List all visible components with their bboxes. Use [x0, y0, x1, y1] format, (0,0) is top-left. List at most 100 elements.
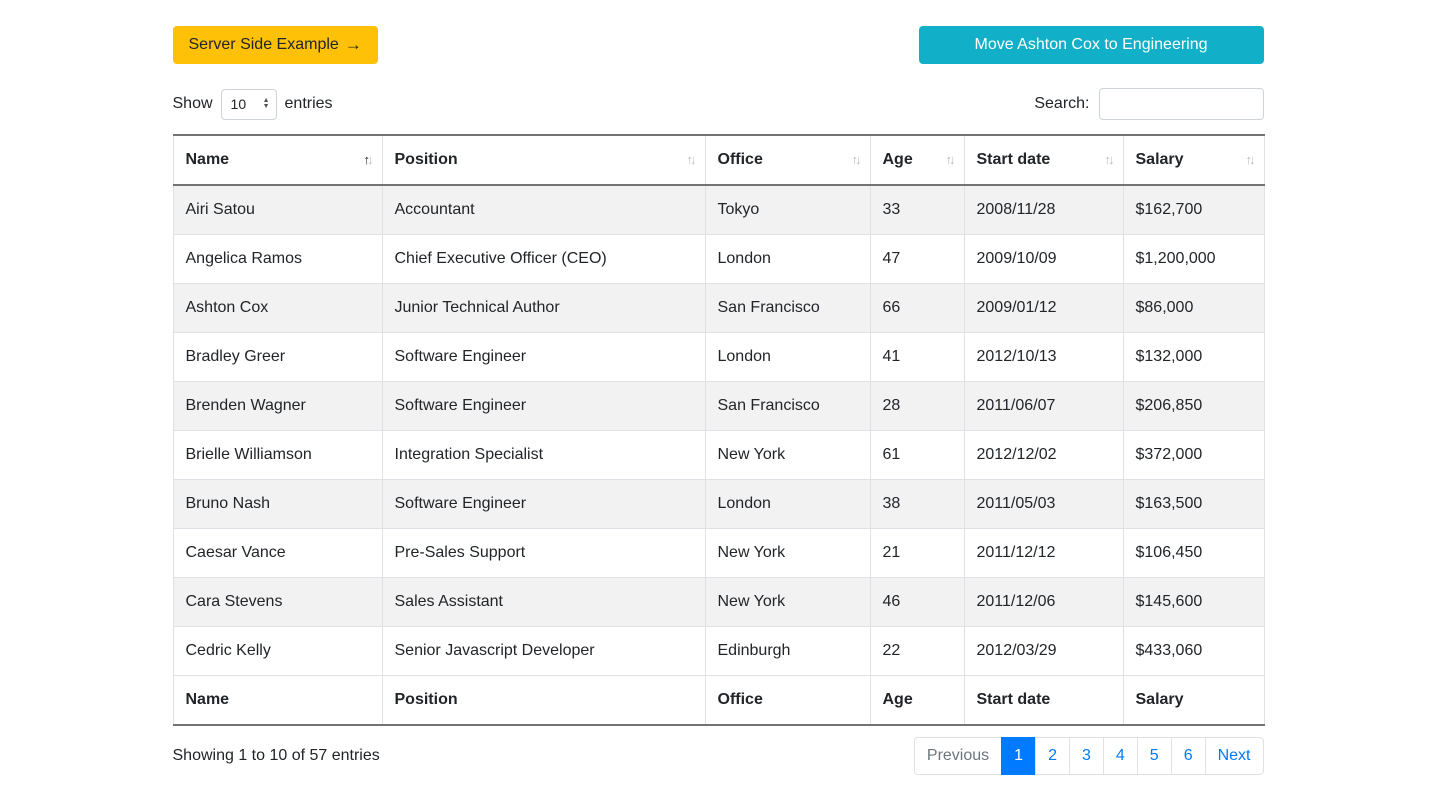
table-cell: Chief Executive Officer (CEO) [381, 234, 706, 284]
footer-column-header-salary: Salary [1122, 675, 1265, 726]
sort-icon: ↑↓ [945, 152, 956, 167]
table-cell: $206,850 [1122, 381, 1265, 431]
page-item: 4 [1102, 737, 1138, 775]
pagination-next[interactable]: Next [1204, 737, 1264, 775]
table-row: Angelica Ramos Chief Executive Officer (C… [172, 234, 1265, 284]
table-row: Bruno Nash Software Engineer London 38 2011/… [172, 479, 1265, 529]
table-cell: 21 [869, 528, 965, 578]
sort-icon: ↑↓ [363, 152, 374, 167]
table-cell: Software Engineer [381, 332, 706, 382]
table-footer-row: Name Position Office Age Start date Salary [172, 675, 1265, 726]
table-cell: 2011/06/07 [963, 381, 1124, 431]
table-cell: Caesar Vance [172, 528, 383, 578]
pagination-page-5[interactable]: 5 [1136, 737, 1172, 775]
table-cell: 2011/12/06 [963, 577, 1124, 627]
entries-length-control: Show 10 ▲ ▼ entries [173, 88, 333, 120]
entries-select-wrap: 10 ▲ ▼ [220, 88, 277, 120]
column-header-name[interactable]: Name ↑↓ [172, 134, 383, 186]
column-header-office[interactable]: Office ↑↓ [704, 134, 871, 186]
table-cell: 2009/01/12 [963, 283, 1124, 333]
column-header-label: Office [717, 151, 763, 168]
toolbar: Server Side Example → Move Ashton Cox to… [172, 26, 1264, 64]
table-cell: Tokyo [704, 185, 871, 235]
table-cell: 2009/10/09 [963, 234, 1124, 284]
column-header-age[interactable]: Age ↑↓ [869, 134, 965, 186]
table-row: Bradley Greer Software Engineer London 41 20… [172, 332, 1265, 382]
page-item: Next [1204, 737, 1264, 775]
table-cell: 2012/03/29 [963, 626, 1124, 676]
sort-icon: ↑↓ [1245, 152, 1256, 167]
table-row: Caesar Vance Pre-Sales Support New York 21 2… [172, 528, 1265, 578]
table-cell: Software Engineer [381, 479, 706, 529]
pagination: Previous 1 2 3 4 5 6 Next [913, 737, 1264, 775]
table-cell: $86,000 [1122, 283, 1265, 333]
table-cell: Accountant [381, 185, 706, 235]
pagination-page-1[interactable]: 1 [1001, 737, 1037, 775]
table-row: Cara Stevens Sales Assistant New York 46 201… [172, 577, 1265, 627]
table-cell: San Francisco [704, 283, 871, 333]
page-item: 3 [1068, 737, 1104, 775]
column-header-salary[interactable]: Salary ↑↓ [1122, 134, 1265, 186]
pagination-page-3[interactable]: 3 [1068, 737, 1104, 775]
table-info: Showing 1 to 10 of 57 entries [172, 747, 380, 764]
column-header-start-date[interactable]: Start date ↑↓ [963, 134, 1124, 186]
search-control: Search: [1034, 88, 1264, 120]
page-item: 5 [1136, 737, 1172, 775]
search-label: Search: [1034, 95, 1090, 112]
table-cell: New York [704, 528, 871, 578]
table-cell: Senior Javascript Developer [381, 626, 706, 676]
table-cell: $433,060 [1122, 626, 1265, 676]
pagination-page-4[interactable]: 4 [1102, 737, 1138, 775]
page-container: Server Side Example → Move Ashton Cox to… [172, 26, 1265, 793]
footer-column-header-age: Age [869, 675, 965, 726]
pagination-page-2[interactable]: 2 [1035, 737, 1070, 775]
table-cell: Sales Assistant [381, 577, 706, 627]
table-foot: Name Position Office Age Start date Salary [172, 675, 1265, 726]
server-side-example-button[interactable]: Server Side Example → [172, 26, 378, 64]
entries-select[interactable]: 10 [220, 88, 277, 120]
table-cell: Software Engineer [381, 381, 706, 431]
table-cell: New York [704, 577, 871, 627]
table-cell: Brielle Williamson [172, 430, 383, 480]
table-controls: Show 10 ▲ ▼ entries Search: [173, 88, 1264, 120]
table-cell: 2008/11/28 [963, 185, 1124, 235]
table-cell: 2012/12/02 [963, 430, 1124, 480]
table-cell: $162,700 [1122, 185, 1265, 235]
page-item: Previous [913, 737, 1003, 775]
pagination-previous[interactable]: Previous [913, 737, 1003, 775]
search-input[interactable] [1098, 88, 1264, 120]
table-cell: Junior Technical Author [381, 283, 706, 333]
table-cell: 66 [869, 283, 965, 333]
sort-icon: ↑↓ [686, 152, 697, 167]
sort-icon: ↑↓ [851, 152, 862, 167]
table-cell: 38 [869, 479, 965, 529]
footer-column-header-office: Office [704, 675, 871, 726]
footer-column-header-position: Position [381, 675, 706, 726]
page-item: 2 [1035, 737, 1070, 775]
column-header-position[interactable]: Position ↑↓ [381, 134, 706, 186]
table-cell: Pre-Sales Support [381, 528, 706, 578]
table-cell: 33 [869, 185, 965, 235]
table-cell: London [704, 479, 871, 529]
table-body: Airi Satou Accountant Tokyo 33 2008/11/28 $16… [172, 185, 1265, 676]
table-head: Name ↑↓ Position ↑↓ Office ↑↓ Age ↑↓ Start date ↑… [172, 134, 1265, 186]
pagination-page-6[interactable]: 6 [1170, 737, 1206, 775]
table-cell: Brenden Wagner [172, 381, 383, 431]
table-cell: 2011/12/12 [963, 528, 1124, 578]
employees-table: Name ↑↓ Position ↑↓ Office ↑↓ Age ↑↓ Start date ↑… [172, 134, 1265, 726]
table-cell: San Francisco [704, 381, 871, 431]
table-header-row: Name ↑↓ Position ↑↓ Office ↑↓ Age ↑↓ Start date ↑… [172, 134, 1265, 186]
move-ashton-button[interactable]: Move Ashton Cox to Engineering [918, 26, 1264, 64]
server-side-example-label: Server Side Example [188, 36, 339, 53]
table-cell: 41 [869, 332, 965, 382]
table-cell: Bruno Nash [172, 479, 383, 529]
table-cell: 22 [869, 626, 965, 676]
table-cell: Cara Stevens [172, 577, 383, 627]
table-cell: New York [704, 430, 871, 480]
table-cell: Integration Specialist [381, 430, 706, 480]
entries-label: entries [284, 95, 333, 112]
table-cell: Airi Satou [172, 185, 383, 235]
column-header-label: Age [882, 151, 913, 168]
table-cell: $145,600 [1122, 577, 1265, 627]
column-header-label: Salary [1135, 151, 1184, 168]
